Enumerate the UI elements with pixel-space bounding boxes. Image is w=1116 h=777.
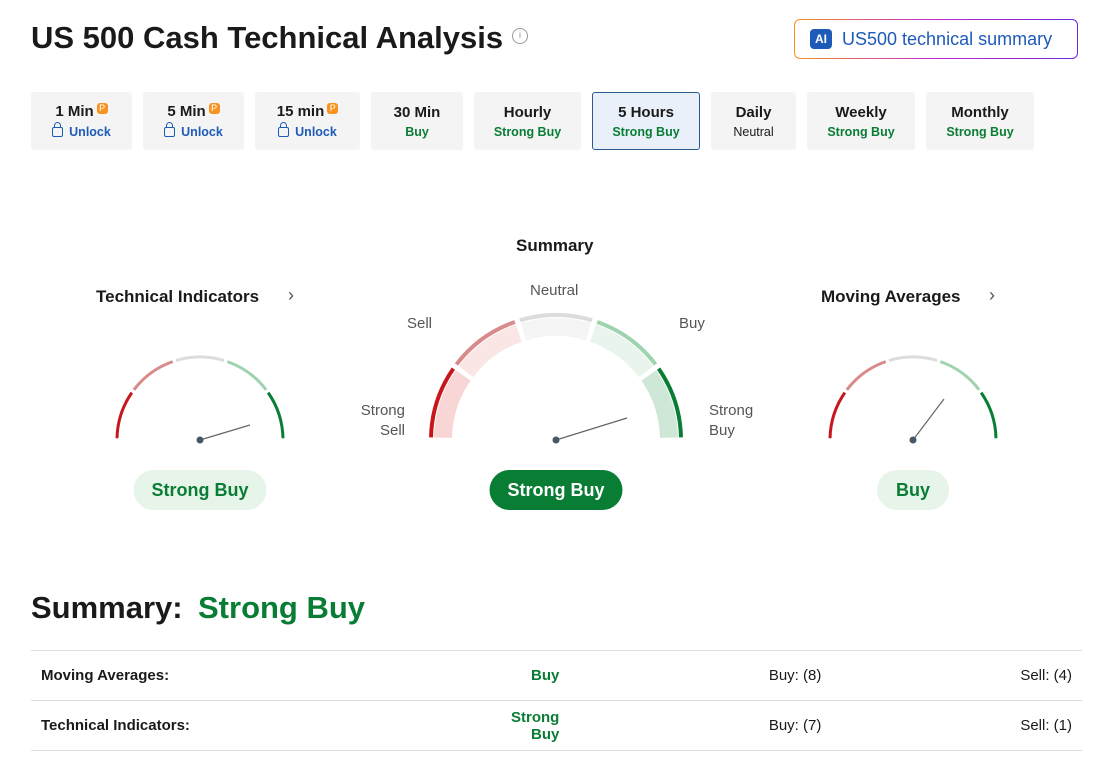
gauge-pivot	[909, 436, 917, 444]
summary-heading: Summary:	[31, 590, 183, 625]
buy-count: Buy: (7)	[559, 700, 822, 751]
gauge-segment	[132, 360, 174, 391]
scale-label: Sell	[407, 315, 433, 332]
tab-status: Unlock	[69, 125, 111, 139]
tab-label: 30 Min	[393, 103, 441, 121]
gauge-segment	[115, 391, 134, 439]
gauge-segment	[828, 391, 847, 439]
chevron[interactable]: ›	[989, 285, 995, 305]
summary-table: Moving Averages: Buy Buy: (8) Sell: (4) …	[31, 650, 1082, 751]
ai-summary-button[interactable]: AI US500 technical summary	[794, 19, 1078, 59]
tab-selected[interactable]: 5 Hours Strong Buy	[592, 92, 700, 150]
tab-label: 1 Min	[55, 103, 94, 120]
table-row: Technical Indicators: Strong Buy Buy: (7…	[31, 700, 1082, 751]
scale-label: Buy	[679, 315, 705, 332]
gauge-segment	[845, 360, 887, 391]
gauge-segment	[888, 355, 938, 362]
gauge-band	[458, 324, 523, 378]
gauge-segment	[939, 360, 981, 391]
gauge-segment	[429, 367, 455, 438]
result-pill: Strong Buy	[133, 470, 267, 510]
tab[interactable]: 5 Min P Unlock	[143, 92, 244, 150]
gauge-needle	[912, 398, 945, 441]
tab-label: Monthly	[951, 103, 1009, 121]
gauge-segment	[596, 320, 658, 366]
tab-status: Unlock	[181, 125, 223, 139]
sell-count: Sell: (1)	[821, 700, 1082, 751]
sell-count: Sell: (4)	[821, 650, 1082, 701]
gauge-segment	[657, 367, 683, 438]
gauge-pivot	[196, 436, 204, 444]
gauge-needle	[555, 417, 628, 441]
gauge-segment	[175, 355, 225, 362]
ai-badge: AI	[810, 29, 832, 49]
summary-result: Strong Buy	[198, 590, 366, 625]
gauge-segment	[979, 391, 998, 439]
row-result: Buy	[511, 650, 560, 701]
gauge-title[interactable]: Moving Averages	[821, 287, 961, 306]
ai-button-label: US500 technical summary	[842, 28, 1053, 49]
tab-label: 15 min	[276, 103, 325, 120]
tab[interactable]: 1 Min P Unlock	[31, 92, 132, 150]
tab-status: Strong Buy	[827, 124, 895, 139]
result-pill: Buy	[877, 470, 949, 510]
scale-label: Neutral	[530, 282, 579, 299]
tab-status: Strong Buy	[946, 124, 1014, 139]
gauge-band	[434, 370, 471, 439]
tab-status: Unlock	[295, 125, 337, 139]
scale-label: Strong Buy	[709, 402, 754, 439]
tab-status: Neutral	[733, 124, 774, 139]
table-row: Moving Averages: Buy Buy: (8) Sell: (4)	[31, 650, 1082, 701]
tab-status: Strong Buy	[493, 124, 562, 139]
buy-count: Buy: (8)	[559, 650, 822, 701]
tab-status: Strong Buy	[612, 124, 680, 139]
tab[interactable]: Monthly Strong Buy	[926, 92, 1034, 150]
scale-label: Strong Sell	[360, 402, 405, 439]
row-result: Strong Buy	[511, 700, 560, 751]
tab[interactable]: 30 Min Buy	[371, 92, 463, 150]
gauge-needle	[199, 424, 251, 441]
tab[interactable]: 15 min P Unlock	[255, 92, 360, 150]
page-title: US 500 Cash Technical Analysis	[31, 20, 504, 55]
gauge-segment	[266, 391, 285, 439]
tab-label: Weekly	[835, 103, 887, 121]
row-label: Moving Averages:	[31, 650, 511, 701]
gauge-title: Summary	[516, 236, 594, 255]
gauge-title[interactable]: Technical Indicators	[96, 287, 260, 306]
gauge-pivot	[552, 436, 560, 444]
gauge-segment	[519, 313, 593, 323]
tab-label: 5 Hours	[618, 103, 674, 121]
tab[interactable]: Weekly Strong Buy	[807, 92, 915, 150]
tab-label: 5 Min	[167, 103, 206, 120]
chevron[interactable]: ›	[288, 285, 294, 305]
gauge-segment	[454, 320, 516, 366]
gauge-segment	[226, 360, 268, 391]
tab[interactable]: Hourly Strong Buy	[474, 92, 581, 150]
gauge-band	[520, 318, 592, 341]
tab-label: Daily	[735, 103, 772, 121]
gauge-band	[641, 370, 678, 439]
gauges	[115, 313, 998, 444]
timeframe-tabs: 1 Min P Unlock 5 Min P Unlock 15 min P Unlock …	[31, 92, 1034, 150]
tab-label: Hourly	[503, 103, 552, 121]
info-icon[interactable]: i	[512, 28, 528, 44]
tab[interactable]: Daily Neutral	[711, 92, 796, 150]
tab-status: Buy	[405, 124, 429, 139]
row-label: Technical Indicators:	[31, 700, 511, 751]
gauge-band	[589, 324, 654, 378]
result-pill: Strong Buy	[489, 470, 623, 510]
